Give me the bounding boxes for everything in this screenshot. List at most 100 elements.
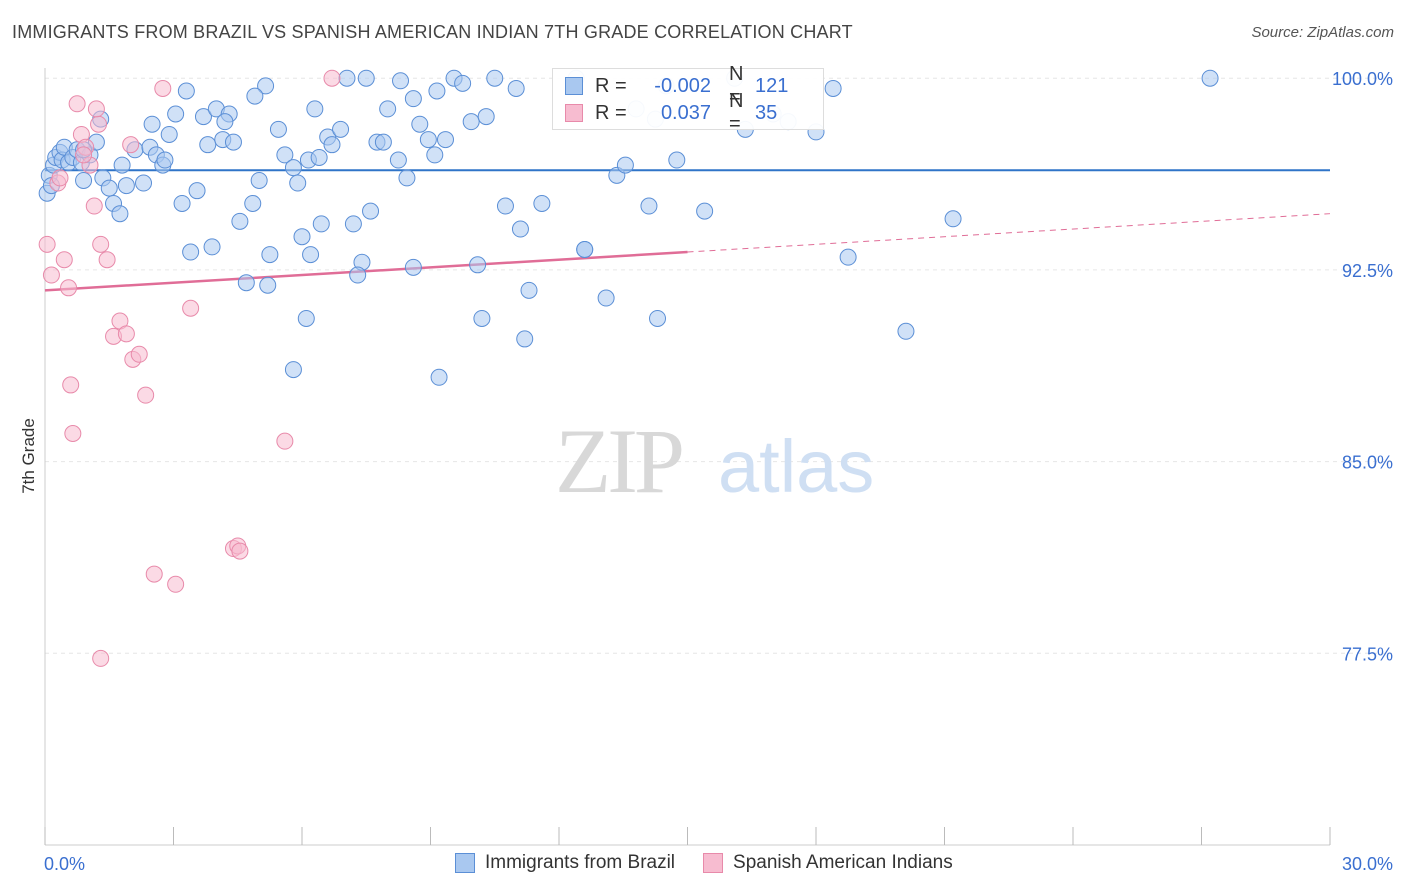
data-point-brazil [477,108,495,126]
data-point-brazil [293,228,311,246]
data-point-brazil [289,174,307,192]
data-point-brazil [257,77,275,95]
data-point-brazil [473,309,491,327]
grid-lines [45,77,1392,654]
data-point-brazil [649,309,667,327]
data-point-brazil [100,179,118,197]
data-point-brazil [323,136,341,154]
data-point-spanish-american-indian [276,432,294,450]
series-legend: Immigrants from Brazil Spanish American … [455,852,981,874]
data-point-brazil [696,202,714,220]
data-point-spanish-american-indian [145,565,163,583]
data-point-brazil [231,212,249,230]
data-point-brazil [426,146,444,164]
legend-n-label: N = [729,90,744,135]
data-point-brazil [75,171,93,189]
data-point-brazil [374,133,392,151]
data-point-spanish-american-indian [64,424,82,442]
data-point-brazil [520,281,538,299]
data-point-brazil [398,169,416,187]
data-point-brazil [507,79,525,97]
data-point-spanish-american-indian [42,266,60,284]
data-point-spanish-american-indian [85,197,103,215]
y-tick-label: 100.0% [1332,69,1393,89]
data-point-brazil [246,87,264,105]
chart-source: Source: ZipAtlas.com [1251,24,1394,41]
legend-swatch-pink [565,104,583,122]
data-point-spanish-american-indian [323,69,341,87]
data-point-brazil [284,361,302,379]
y-tick-label: 85.0% [1342,453,1393,473]
legend-label-spanish-american-indians: Spanish American Indians [733,852,953,873]
data-point-spanish-american-indian [55,251,73,269]
data-point-brazil [203,238,221,256]
data-point-brazil [188,182,206,200]
data-point-brazil [194,108,212,126]
y-axis-title: 7th Grade [19,418,38,494]
data-point-brazil [454,74,472,92]
data-point-brazil [839,248,857,266]
legend-n-label: N = [729,63,744,108]
data-point-brazil [462,113,480,131]
data-point-brazil [237,274,255,292]
data-point-spanish-american-indian [130,345,148,363]
data-point-brazil [668,151,686,169]
data-point-brazil [276,146,294,164]
data-point-brazil [428,82,446,100]
data-point-spanish-american-indian [60,279,78,297]
data-point-brazil [389,151,407,169]
series-spanish-american-indian-points [38,69,341,667]
data-point-brazil [362,202,380,220]
data-point-spanish-american-indian [87,100,105,118]
data-point-brazil [944,210,962,228]
data-point-brazil [897,322,915,340]
data-point-brazil [216,113,234,131]
data-point-brazil [143,115,161,133]
data-point-spanish-american-indian [51,169,69,187]
data-point-spanish-american-indian [231,542,249,560]
data-point-brazil [111,205,129,223]
data-point-brazil [199,136,217,154]
data-point-brazil [824,79,842,97]
y-tick-label: 92.5% [1342,261,1393,281]
data-point-brazil [469,256,487,274]
data-point-spanish-american-indian [98,251,116,269]
legend-r-value: -0.002 [654,74,711,97]
legend-label-brazil: Immigrants from Brazil [485,852,676,873]
data-point-brazil [379,100,397,118]
data-point-brazil [182,243,200,261]
legend-item-spanish-american-indians: Spanish American Indians [703,852,953,874]
data-point-brazil [312,215,330,233]
legend-row-brazil: R = -0.002 N = 121 [565,63,788,108]
legend-r-label: R = [595,101,627,124]
x-tick-label-max: 30.0% [1342,854,1393,874]
trend-line-spanish-american-indians [44,250,688,292]
legend-swatch-blue [455,853,475,873]
data-point-brazil [404,90,422,108]
data-point-brazil [430,368,448,386]
data-point-brazil [117,177,135,195]
data-point-brazil [173,194,191,212]
data-point-spanish-american-indian [92,649,110,667]
data-point-brazil [297,309,315,327]
data-point-brazil [135,174,153,192]
watermark-atlas: atlas [718,425,874,508]
legend-row-spanish-american-indians: R = 0.037 N = 35 [565,90,778,135]
data-point-brazil [259,276,277,294]
chart-title: IMMIGRANTS FROM BRAZIL VS SPANISH AMERIC… [12,22,853,42]
data-point-brazil [269,120,287,138]
data-point-brazil [250,171,268,189]
legend-n-value: 35 [755,101,778,124]
data-point-brazil [224,133,242,151]
data-point-brazil [302,246,320,264]
data-point-brazil [160,125,178,143]
data-point-brazil [1201,69,1219,87]
data-point-spanish-american-indian [117,325,135,343]
data-point-brazil [310,148,328,166]
data-point-spanish-american-indian [154,79,172,97]
data-point-brazil [496,197,514,215]
y-tick-label: 77.5% [1342,644,1393,664]
data-point-brazil [261,246,279,264]
data-point-spanish-american-indian [38,235,56,253]
